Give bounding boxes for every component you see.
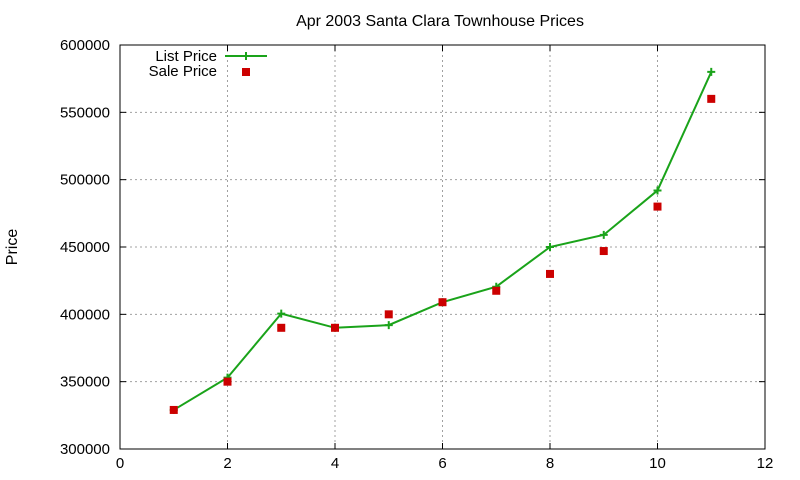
legend: List Price Sale Price bbox=[149, 48, 267, 80]
data-point-sale-price bbox=[277, 323, 286, 332]
plot-frame bbox=[119, 44, 766, 450]
data-point-list-price bbox=[653, 186, 662, 195]
y-tick-label: 600000 bbox=[60, 37, 110, 54]
y-tick-label: 500000 bbox=[60, 172, 110, 189]
legend-label-list-price: List Price bbox=[155, 48, 217, 65]
data-point-list-price bbox=[707, 67, 716, 76]
x-tick-label: 6 bbox=[438, 455, 446, 472]
y-tick-label: 300000 bbox=[60, 441, 110, 458]
y-tick-label: 400000 bbox=[60, 306, 110, 323]
data-point-list-price bbox=[277, 309, 286, 318]
data-point-list-price bbox=[546, 243, 554, 251]
y-axis-label: Price bbox=[4, 229, 21, 266]
x-tick-label: 12 bbox=[757, 455, 774, 472]
grid bbox=[120, 45, 765, 449]
data-point-list-price bbox=[599, 230, 608, 239]
data-point-sale-price bbox=[707, 94, 716, 103]
legend-marker-list-price bbox=[242, 52, 250, 60]
legend-swatch-sale-price bbox=[242, 68, 250, 76]
x-tick-label: 10 bbox=[649, 455, 666, 472]
x-tick-label: 4 bbox=[331, 455, 339, 472]
y-tick-label: 350000 bbox=[60, 374, 110, 391]
x-tick-label: 0 bbox=[116, 455, 124, 472]
y-tick-label: 550000 bbox=[60, 104, 110, 121]
legend-label-sale-price: Sale Price bbox=[149, 63, 217, 80]
data-point-sale-price bbox=[438, 298, 447, 307]
data-point-sale-price bbox=[331, 323, 339, 332]
data-point-list-price bbox=[384, 321, 393, 330]
data-point-sale-price bbox=[653, 202, 662, 211]
data-point-sale-price bbox=[223, 377, 232, 386]
data-point-sale-price bbox=[599, 247, 608, 256]
data-point-sale-price bbox=[169, 405, 178, 414]
axes: 0 2 4 6 8 10 12 300000 350000 400000 450000 500000 5… bbox=[60, 37, 773, 472]
x-tick-label: 2 bbox=[223, 455, 231, 472]
x-tick-label: 8 bbox=[546, 455, 554, 472]
y-tick-label: 450000 bbox=[60, 239, 110, 256]
series bbox=[169, 67, 716, 414]
data-point-sale-price bbox=[546, 269, 554, 278]
chart-title: Apr 2003 Santa Clara Townhouse Prices bbox=[296, 13, 584, 30]
data-point-sale-price bbox=[492, 286, 501, 295]
data-point-sale-price bbox=[384, 310, 393, 319]
